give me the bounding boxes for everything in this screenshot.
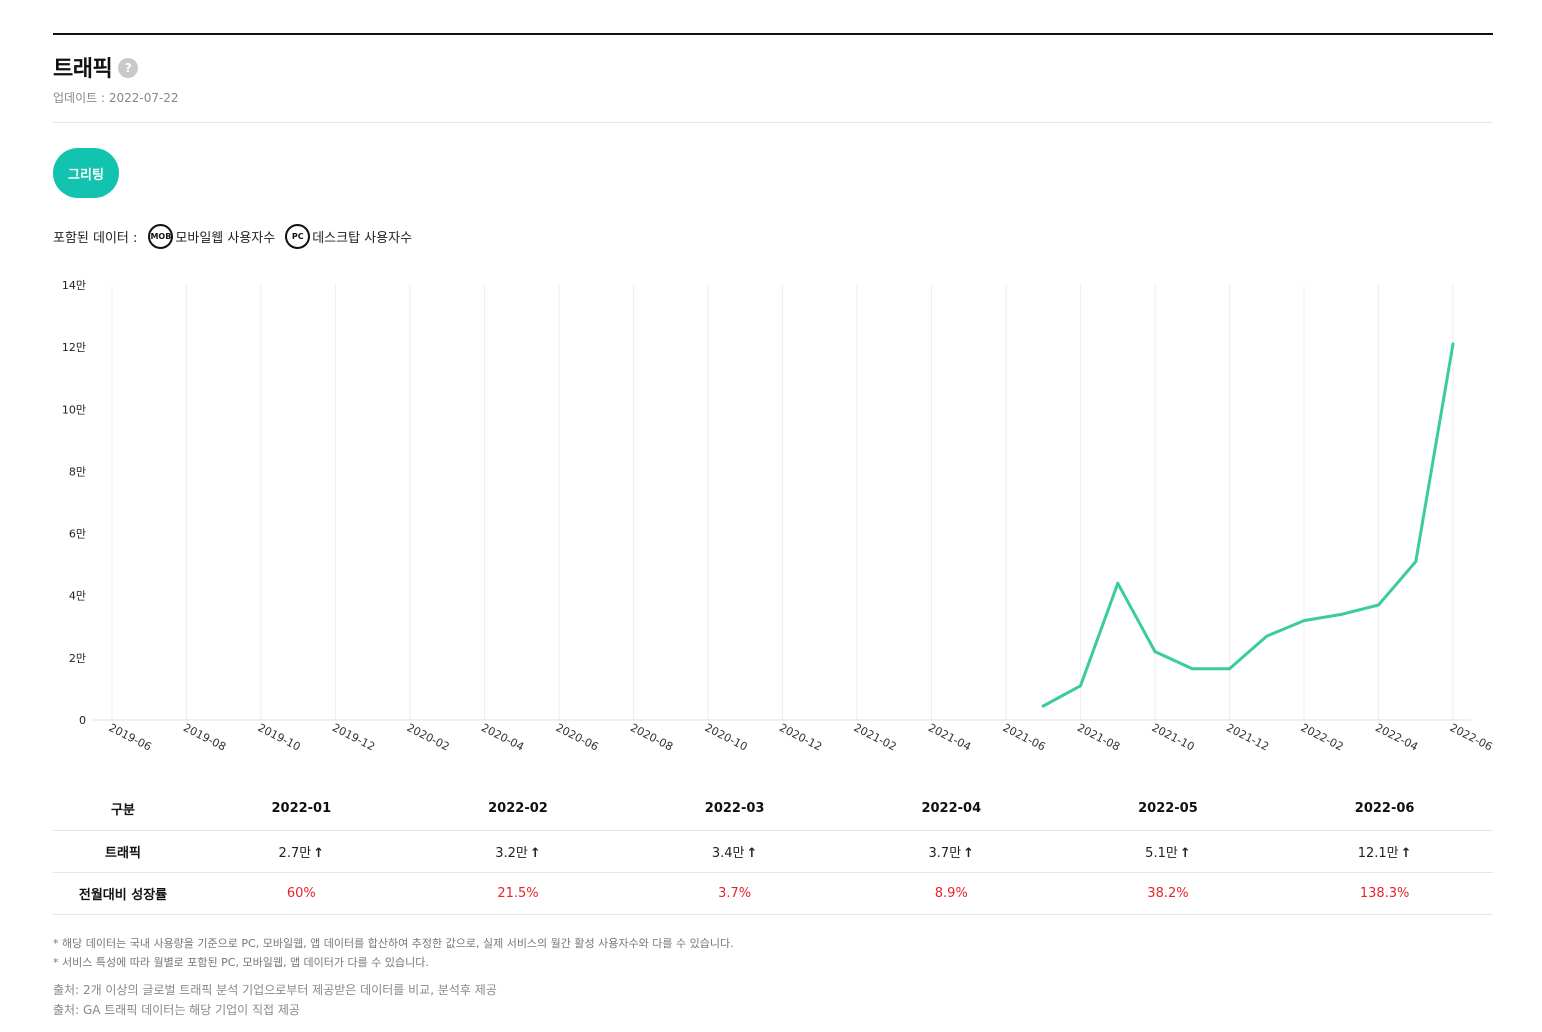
x-tick-label: 2020-08 [628, 721, 675, 753]
data-point [1079, 684, 1082, 688]
company-button[interactable]: 그리팅 [53, 148, 119, 198]
y-tick-label: 8만 [69, 465, 86, 478]
footnotes: * 해당 데이터는 국내 사용량을 기준으로 PC, 모바일웹, 앱 데이터를 … [53, 934, 734, 972]
x-tick-label: 2021-10 [1150, 721, 1197, 753]
x-tick-label: 2021-08 [1075, 721, 1122, 753]
data-point [1302, 619, 1306, 623]
traffic-cell: 3.7만 ↑ [842, 830, 1060, 873]
x-tick-label: 2021-06 [1001, 721, 1048, 753]
x-tick-label: 2020-12 [777, 721, 824, 753]
y-tick-label: 6만 [69, 528, 86, 541]
x-tick-label: 2022-04 [1373, 721, 1420, 753]
x-tick-label: 2020-04 [479, 721, 526, 753]
x-tick-label: 2019-06 [107, 721, 154, 753]
x-tick-label: 2019-12 [330, 721, 377, 753]
data-point [1190, 667, 1194, 671]
data-point [1228, 667, 1231, 671]
table-row-traffic: 트래픽 2.7만 ↑ 3.2만 ↑ 3.4만 ↑ 3.7만 ↑ 5.1만 ↑ 12.1만 ↑ [53, 830, 1493, 873]
x-tick-label: 2021-04 [926, 721, 973, 753]
y-tick-label: 2만 [69, 652, 86, 665]
x-tick-label: 2019-08 [181, 721, 228, 753]
growth-cell: 8.9% [842, 872, 1060, 915]
growth-cell: 138.3% [1276, 872, 1493, 915]
column-header: 2022-04 [842, 788, 1060, 831]
data-point [1414, 560, 1418, 564]
footnote: * 해당 데이터는 국내 사용량을 기준으로 PC, 모바일웹, 앱 데이터를 … [53, 937, 734, 950]
growth-cell: 21.5% [409, 872, 627, 915]
x-tick-label: 2019-10 [256, 721, 303, 753]
data-point [1153, 650, 1157, 654]
x-tick-label: 2022-02 [1299, 721, 1346, 753]
traffic-summary-table: 구분 2022-01 2022-02 2022-03 2022-04 2022-… [53, 788, 1493, 915]
data-point [1116, 581, 1120, 585]
data-point [1377, 603, 1380, 607]
title-row: 트래픽 ? [53, 52, 139, 82]
up-arrow-icon: ↑ [529, 845, 541, 861]
y-tick-label: 14만 [62, 279, 86, 292]
series-line [1041, 342, 1455, 708]
x-tick-label: 2021-12 [1224, 721, 1271, 753]
column-header: 2022-03 [626, 788, 843, 831]
y-tick-label: 4만 [69, 590, 86, 603]
pc-badge-icon: PC [285, 223, 311, 249]
column-header: 2022-06 [1276, 788, 1493, 831]
traffic-section: 트래픽 ? 업데이트 : 2022-07-22 그리팅 포함된 데이터 : MO… [53, 0, 1493, 1032]
growth-cell: 60% [193, 872, 410, 915]
y-tick-label: 0 [79, 714, 86, 727]
traffic-line-chart: 0 2만 4만 6만 8만 10만 12만 14만 2019-06 2019-08 2019-10 2… [62, 279, 1493, 754]
source-line: 출처: 2개 이상의 글로벌 트래픽 분석 기업으로부터 제공받은 데이터를 비… [53, 983, 497, 997]
x-tick-label: 2020-02 [405, 721, 452, 753]
column-header: 2022-05 [1059, 788, 1277, 831]
data-point [1339, 612, 1343, 616]
up-arrow-icon: ↑ [313, 845, 325, 861]
x-tick-label: 2020-10 [703, 721, 750, 753]
growth-cell: 3.7% [626, 872, 843, 915]
y-tick-label: 12만 [62, 341, 86, 354]
table-header-row: 구분 2022-01 2022-02 2022-03 2022-04 2022-… [53, 788, 1493, 831]
traffic-cell: 3.4만 ↑ [626, 830, 843, 873]
sources: 출처: 2개 이상의 글로벌 트래픽 분석 기업으로부터 제공받은 데이터를 비… [53, 980, 497, 1020]
up-arrow-icon: ↑ [746, 845, 758, 861]
source-line: 출처: GA 트래픽 데이터는 해당 기업이 직접 제공 [53, 1003, 300, 1017]
column-header: 2022-01 [193, 788, 410, 831]
mob-badge-icon: MOB [148, 223, 174, 249]
section-divider [53, 122, 1493, 123]
data-point [1041, 704, 1045, 708]
x-tick-label: 2021-02 [852, 721, 899, 753]
data-point [1451, 342, 1455, 346]
top-divider [53, 33, 1493, 35]
desktop-users-label: 데스크탑 사용자수 [312, 230, 413, 246]
x-tick-label: 2022-06 [1448, 721, 1493, 753]
included-data-label: 포함된 데이터 : [53, 230, 138, 246]
included-data-legend: 포함된 데이터 : MOB 모바일웹 사용자수 PC 데스크탑 사용자수 [53, 223, 422, 249]
column-header: 2022-02 [409, 788, 627, 831]
traffic-cell: 12.1만 ↑ [1276, 830, 1493, 873]
help-icon[interactable]: ? [118, 58, 139, 78]
page-title: 트래픽 [53, 57, 113, 82]
mobile-web-users-label: 모바일웹 사용자수 [175, 230, 276, 246]
up-arrow-icon: ↑ [1179, 845, 1191, 861]
growth-row-label: 전월대비 성장률 [53, 872, 193, 915]
table-row-growth: 전월대비 성장률 60% 21.5% 3.7% 8.9% 38.2% 138.3… [53, 872, 1493, 915]
growth-cell: 38.2% [1059, 872, 1277, 915]
traffic-cell: 3.2만 ↑ [409, 830, 627, 873]
data-point [1265, 634, 1269, 638]
y-tick-label: 10만 [62, 403, 86, 416]
traffic-row-label: 트래픽 [53, 830, 193, 873]
up-arrow-icon: ↑ [963, 845, 975, 861]
footnote: * 서비스 특성에 따라 월별로 포함된 PC, 모바일웹, 앱 데이터가 다를… [53, 956, 429, 969]
traffic-cell: 5.1만 ↑ [1059, 830, 1277, 873]
up-arrow-icon: ↑ [1400, 845, 1412, 861]
traffic-cell: 2.7만 ↑ [193, 830, 410, 873]
table-header-label: 구분 [53, 788, 193, 831]
x-tick-label: 2020-06 [554, 721, 601, 753]
updated-date: 업데이트 : 2022-07-22 [53, 91, 179, 105]
